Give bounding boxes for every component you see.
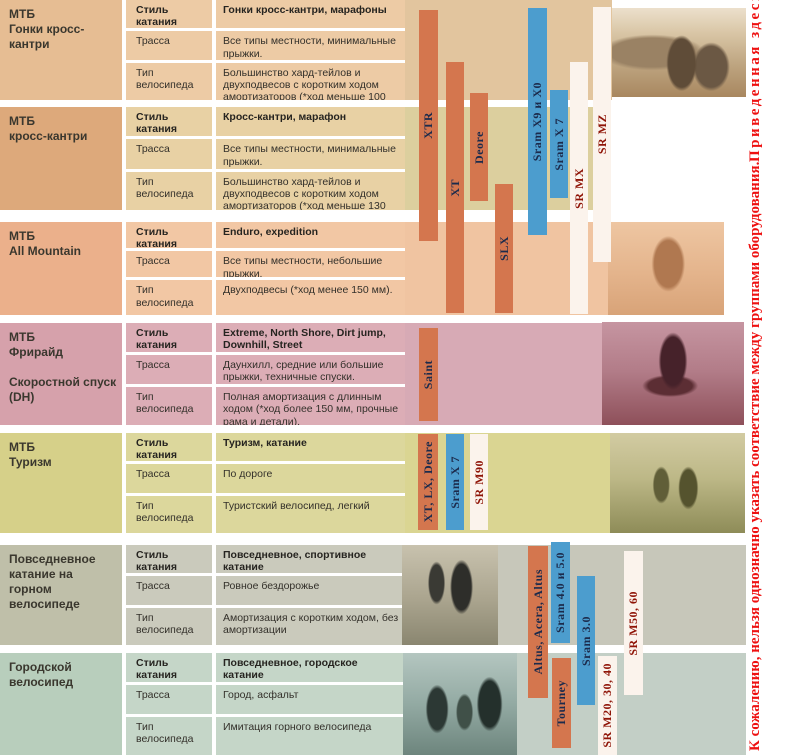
- row-value-style: Extreme, North Shore, Dirt jump, Downhil…: [216, 323, 405, 352]
- row-value-style: Enduro, expedition: [216, 222, 405, 249]
- row-value-bike-type: Амортизация с коротким ходом, без аморти…: [216, 607, 405, 645]
- row-label-style: Стиль катания: [126, 323, 212, 352]
- row-value-track: Ровное бездорожье: [216, 576, 405, 605]
- row-label-track: Трасса: [126, 354, 212, 384]
- row-value-bike-type: Туристский велосипед, легкий: [216, 495, 405, 533]
- section-mtb-all-mountain: МТБ All Mountain Стиль катания Enduro, e…: [0, 222, 405, 315]
- disclaimer-line-2: Приведенная здесь классификация весьма п…: [746, 0, 772, 162]
- row-value-style: Туризм, катание: [216, 433, 405, 462]
- row-label-bike-type: Тип велосипеда: [126, 62, 212, 100]
- bar-sr-m50-60: SR M50, 60: [624, 551, 643, 695]
- row-value-style: Гонки кросс-кантри, марафоны: [216, 0, 405, 29]
- row-label-track: Трасса: [126, 139, 212, 169]
- row-label-bike-type: Тип велосипеда: [126, 386, 212, 425]
- section-mtb-freeride-dh: МТБ Фрирайд Скоростной спуск (DH) Стиль …: [0, 323, 405, 425]
- row-label-style: Стиль катания: [126, 545, 212, 574]
- bar-sr-mx: SR MX: [570, 62, 588, 314]
- category-label: Городской велосипед: [0, 653, 122, 755]
- photo-xc-riders: [610, 112, 722, 208]
- bar-sram-x9-x0: Sram X9 и X0: [528, 8, 547, 235]
- row-value-bike-type: Двухподвесы (*ход менее 150 мм).: [216, 280, 405, 315]
- row-value-bike-type: Имитация горного велосипеда: [216, 716, 405, 755]
- row-value-track: Все типы местности, минимальные прыжки.: [216, 139, 405, 169]
- category-label: МТБ Гонки кросс-кантри: [0, 0, 122, 100]
- row-label-track: Трасса: [126, 464, 212, 493]
- bar-altus-acera-altus: Altus, Acera, Altus: [528, 546, 548, 698]
- photo-everyday-cyclists: [402, 545, 498, 645]
- row-value-track: Даунхилл, средние или большие прыжки, те…: [216, 354, 405, 384]
- bar-sram-x7-touring: Sram X 7: [446, 434, 464, 530]
- row-label-track: Трасса: [126, 251, 212, 278]
- photo-all-mountain-rider: [608, 222, 724, 315]
- row-label-bike-type: Тип велосипеда: [126, 716, 212, 755]
- bar-tourney: Tourney: [552, 658, 571, 748]
- photo-touring-cyclists: [610, 433, 745, 533]
- row-label-track: Трасса: [126, 684, 212, 714]
- row-label-track: Трасса: [126, 576, 212, 605]
- row-value-style: Повседневное, спортивное катание: [216, 545, 405, 574]
- bar-slx: SLX: [495, 184, 513, 313]
- photo-xc-race-start: [612, 8, 746, 97]
- row-label-bike-type: Тип велосипеда: [126, 495, 212, 533]
- bar-zone-band: [405, 433, 610, 533]
- bar-xtr: XTR: [419, 10, 438, 241]
- disclaimer-line-1: К сожалению, нельзя однозначно указать с…: [747, 161, 763, 751]
- category-label: МТБ Туризм: [0, 433, 122, 533]
- category-label: Повседневное катание на горном велосипед…: [0, 545, 122, 645]
- row-label-bike-type: Тип велосипеда: [126, 607, 212, 645]
- category-label: МТБ Фрирайд Скоростной спуск (DH): [0, 323, 122, 425]
- section-mtb-xc-race: МТБ Гонки кросс-кантри Стиль катания Гон…: [0, 0, 405, 100]
- row-label-style: Стиль катания: [126, 107, 212, 137]
- category-label: МТБ All Mountain: [0, 222, 122, 315]
- row-value-track: Все типы местности, минимальные прыжки.: [216, 31, 405, 60]
- row-value-bike-type: Полная амортизация с длинным ходом (*ход…: [216, 386, 405, 425]
- bar-sram-4-5: Sram 4.0 и 5.0: [551, 542, 570, 643]
- row-value-track: По дороге: [216, 464, 405, 493]
- section-everyday-mtb: Повседневное катание на горном велосипед…: [0, 545, 405, 645]
- row-value-style: Повседневное, городское катание: [216, 653, 405, 682]
- section-mtb-xc: МТБ кросс-кантри Стиль катания Кросс-кан…: [0, 107, 405, 210]
- row-label-bike-type: Тип велосипеда: [126, 280, 212, 315]
- disclaimer-note: К сожалению, нельзя однозначно указать с…: [746, 0, 800, 755]
- photo-city-cyclists: [403, 653, 517, 755]
- category-label: МТБ кросс-кантри: [0, 107, 122, 210]
- row-label-style: Стиль катания: [126, 653, 212, 682]
- row-value-style: Кросс-кантри, марафон: [216, 107, 405, 137]
- row-label-style: Стиль катания: [126, 0, 212, 29]
- bar-xt: XT: [446, 62, 464, 313]
- bar-sr-m20-30-40: SR M20, 30, 40: [598, 656, 617, 755]
- bar-sr-mz: SR MZ: [593, 7, 611, 262]
- row-value-track: Все типы местности, небольшие прыжки.: [216, 251, 405, 278]
- bar-sram-3: Sram 3.0: [577, 576, 595, 705]
- row-label-track: Трасса: [126, 31, 212, 60]
- row-value-track: Город, асфальт: [216, 684, 405, 714]
- bar-deore: Deore: [470, 93, 488, 201]
- section-city-bike: Городской велосипед Стиль катания Повсед…: [0, 653, 405, 755]
- row-label-bike-type: Тип велосипеда: [126, 171, 212, 210]
- row-value-bike-type: Большинство хард-тейлов и двухподвесов с…: [216, 171, 405, 210]
- row-label-style: Стиль катания: [126, 222, 212, 249]
- section-mtb-touring: МТБ Туризм Стиль катания Туризм, катание…: [0, 433, 405, 533]
- bar-xt-lx-deore: XT, LX, Deore: [418, 434, 438, 530]
- row-label-style: Стиль катания: [126, 433, 212, 462]
- bar-sram-x7: Sram X 7: [550, 90, 568, 198]
- bar-sr-m90: SR M90: [470, 434, 488, 530]
- photo-downhill-rider: [602, 322, 744, 425]
- row-value-bike-type: Большинство хард-тейлов и двухподвесов с…: [216, 62, 405, 100]
- bar-saint: Saint: [419, 328, 438, 421]
